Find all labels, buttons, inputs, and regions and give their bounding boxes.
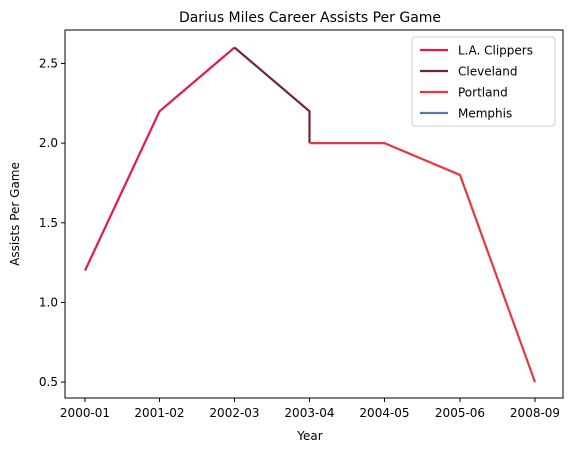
x-axis-label: Year	[296, 429, 322, 443]
y-tick-label: 1.5	[39, 216, 58, 230]
legend-box	[411, 36, 556, 127]
chart-title: Darius Miles Career Assists Per Game	[179, 10, 441, 26]
plot-frame	[64, 29, 564, 399]
x-tick-label: 2005-06	[435, 406, 485, 420]
x-tick-label: 2000-01	[60, 406, 110, 420]
legend-label: Cleveland	[458, 65, 518, 79]
legend-label: Memphis	[458, 107, 512, 121]
legend: L.A. Clippers Cleveland Portland Memphis	[411, 36, 556, 127]
plot-area	[64, 29, 564, 399]
legend-label: L.A. Clippers	[458, 44, 533, 58]
y-axis-label: Assists Per Game	[8, 162, 22, 266]
x-tick-label: 2002-03	[209, 406, 259, 420]
y-tick-label: 1.0	[39, 295, 58, 309]
x-tick-label: 2003-04	[284, 406, 334, 420]
x-tick-label: 2001-02	[134, 406, 184, 420]
x-tick-label: 2004-05	[359, 406, 409, 420]
y-tick-label: 0.5	[39, 375, 58, 389]
series-line-cleveland	[233, 46, 311, 144]
y-axis: 0.5 1.0 1.5 2.0 2.5	[39, 56, 65, 389]
series-line-portland	[309, 142, 537, 383]
x-axis: 2000-01 2001-02 2002-03 2003-04 2004-05 2005-…	[60, 398, 560, 420]
series-layer	[84, 46, 537, 383]
y-tick-label: 2.5	[39, 56, 58, 70]
y-tick-label: 2.0	[39, 136, 58, 150]
legend-label: Portland	[458, 86, 508, 100]
x-tick-label: 2008-09	[510, 406, 560, 420]
series-line-l-a-clippers	[84, 46, 236, 272]
